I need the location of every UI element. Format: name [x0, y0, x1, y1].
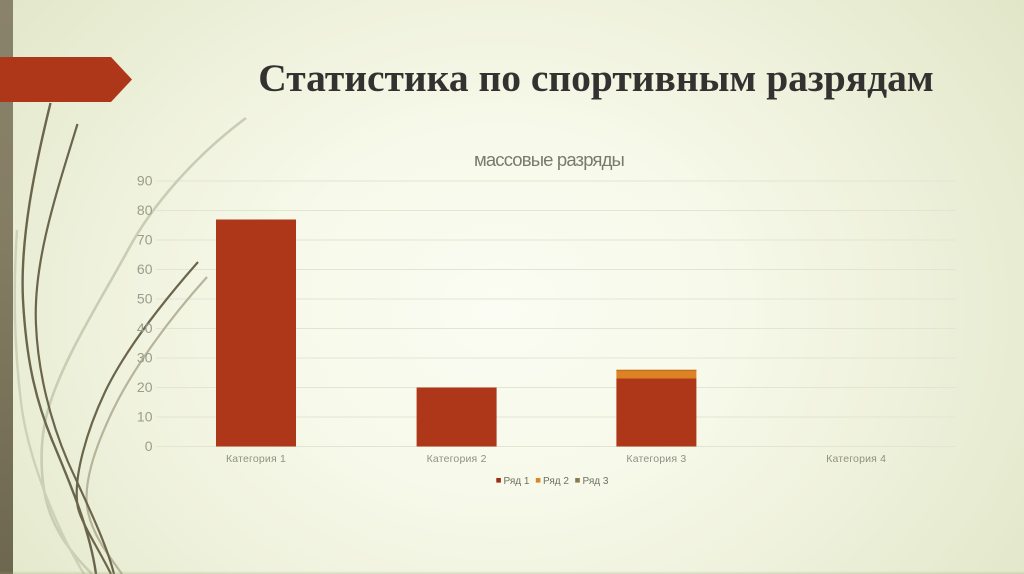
svg-text:Категория 4: Категория 4 — [826, 453, 886, 465]
svg-text:10: 10 — [137, 409, 153, 425]
svg-text:0: 0 — [145, 438, 153, 454]
svg-text:Категория 3: Категория 3 — [626, 453, 686, 465]
svg-text:80: 80 — [137, 202, 153, 218]
svg-text:Ряд 3: Ряд 3 — [583, 476, 609, 487]
svg-text:30: 30 — [137, 350, 153, 366]
svg-text:Ряд 2: Ряд 2 — [543, 476, 569, 487]
svg-text:60: 60 — [137, 261, 153, 277]
svg-text:массовые разряды: массовые разряды — [474, 149, 625, 170]
svg-text:Ряд 1: Ряд 1 — [504, 476, 530, 487]
svg-text:40: 40 — [137, 320, 153, 336]
svg-text:50: 50 — [137, 291, 153, 307]
svg-text:20: 20 — [137, 379, 153, 395]
svg-text:70: 70 — [137, 232, 153, 248]
svg-text:90: 90 — [137, 173, 153, 189]
svg-text:Категория 1: Категория 1 — [226, 453, 286, 465]
svg-text:Категория 2: Категория 2 — [427, 453, 487, 465]
